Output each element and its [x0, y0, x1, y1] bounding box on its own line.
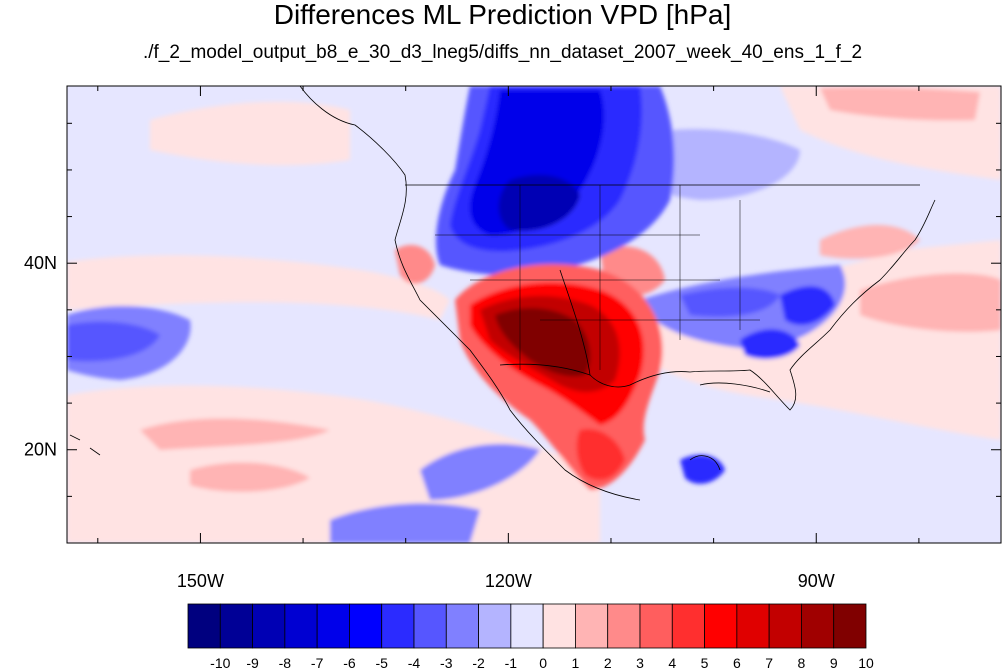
colorbar-swatch [639, 603, 673, 649]
field-blue-pacific-core [67, 321, 160, 362]
field-red-california [395, 245, 435, 284]
colorbar-level-label: 8 [798, 655, 806, 671]
map-frame [66, 85, 1002, 544]
y-tick-label: 20N [24, 440, 57, 460]
colorbar-level-label: -5 [375, 655, 388, 671]
colorbar-swatch [671, 603, 705, 649]
colorbar-level-label: 6 [733, 655, 741, 671]
coastline-hawaii [69, 434, 101, 456]
colorbar-swatch [736, 603, 770, 649]
colorbar-swatch [510, 603, 544, 649]
border-us-mexico [499, 363, 591, 376]
vpd-difference-field [67, 86, 1001, 543]
colorbar-level-label: -1 [505, 655, 518, 671]
colorbar-level-label: -7 [311, 655, 324, 671]
map-title: Differences ML Prediction VPD [hPa] [273, 0, 732, 30]
colorbar-swatch [607, 603, 641, 649]
field-blue-south-pacific [330, 503, 480, 543]
y-tick-label: 40N [24, 253, 57, 273]
colorbar-level-label: -9 [246, 655, 259, 671]
state-borders-horizontal [435, 234, 760, 321]
colorbar-swatch [575, 603, 609, 649]
x-tick-label: 150W [177, 571, 224, 591]
coastline-yucatan [689, 455, 721, 471]
field-pink-patch-1 [140, 418, 330, 450]
field-pink-patch-5 [820, 87, 980, 121]
colorbar-level-label: 5 [701, 655, 709, 671]
colorbar-level-label: 10 [858, 655, 874, 671]
field-blue-gulf-pacific [420, 444, 540, 500]
x-axis-ticks: 150W 120W 90W [97, 86, 920, 591]
field-blue-carolina [780, 286, 835, 325]
colorbar-swatch [768, 603, 802, 649]
coastline-pacific [299, 86, 641, 501]
colorbar-swatch [704, 603, 738, 649]
colorbar-level-label: -2 [472, 655, 485, 671]
colorbar: -10 -9 -8 -7 -6 -5 -4 -3 -2 -1 0 1 2 3 4 5 6 7 8 9 10 [187, 603, 874, 671]
colorbar-level-label: -10 [210, 655, 230, 671]
x-tick-label: 90W [798, 571, 835, 591]
field-blue-north-core [498, 175, 580, 231]
colorbar-swatch [478, 603, 512, 649]
field-blue-southeast-core [680, 287, 780, 317]
field-red-mexico [576, 429, 625, 480]
field-red-southwest-core [495, 308, 591, 377]
map-subtitle: ./f_2_model_output_b8_e_30_d3_lneg5/diff… [142, 42, 863, 63]
colorbar-level-label: 1 [572, 655, 580, 671]
field-pink-patch-2 [190, 462, 310, 492]
field-pink-patch-4 [860, 273, 1001, 332]
colorbar-level-label: -8 [279, 655, 292, 671]
colorbar-swatch [542, 603, 576, 649]
x-tick-label: 120W [485, 571, 532, 591]
colorbar-swatch [833, 603, 867, 649]
colorbar-swatch [801, 603, 835, 649]
colorbar-level-label: -6 [343, 655, 356, 671]
colorbar-swatch [445, 603, 479, 649]
colorbar-swatch [316, 603, 350, 649]
colorbar-level-label: 2 [604, 655, 612, 671]
colorbar-swatch [187, 603, 221, 649]
field-blue-yucatan [680, 454, 725, 484]
state-borders [519, 185, 741, 370]
field-pink-patch-3 [820, 225, 920, 259]
field-pink-mid [67, 255, 450, 320]
colorbar-swatch [381, 603, 415, 649]
coastline-cuba [699, 382, 771, 393]
y-axis-ticks: 40N 20N [24, 122, 1001, 497]
field-blue-georgia [740, 329, 800, 359]
coastlines [69, 86, 936, 501]
colorbar-level-label: -3 [440, 655, 453, 671]
colorbar-level-label: 9 [830, 655, 838, 671]
colorbar-level-label: 3 [636, 655, 644, 671]
colorbar-swatch [284, 603, 318, 649]
colorbar-swatch [413, 603, 447, 649]
colorbar-level-label: 7 [765, 655, 773, 671]
colorbar-level-label: 0 [539, 655, 547, 671]
colorbar-level-label: -4 [408, 655, 421, 671]
colorbar-swatch [349, 603, 383, 649]
colorbar-level-label: 4 [668, 655, 676, 671]
colorbar-swatch [219, 603, 253, 649]
coastline-gulf-atlantic [559, 199, 936, 411]
field-pink-nw [150, 101, 350, 166]
colorbar-swatch [252, 603, 286, 649]
